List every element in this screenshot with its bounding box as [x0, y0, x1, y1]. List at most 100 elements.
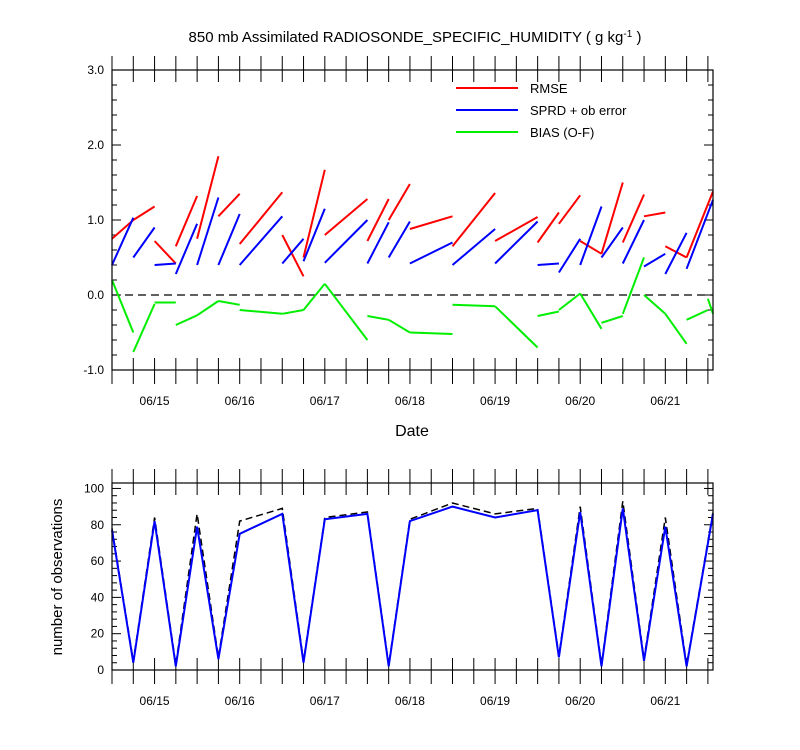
series-sprd-ob-error-segment: [537, 262, 559, 266]
series-bias-o-f-segment: [537, 310, 560, 317]
series-bias-o-f-segment: [664, 313, 688, 345]
series-rmse-segment: [643, 211, 666, 218]
series-rmse-segment: [281, 234, 305, 277]
top-xtick-label: 06/20: [565, 394, 595, 408]
series-sprd-ob-error-segment: [174, 223, 199, 275]
series-sprd-ob-error-segment: [558, 238, 582, 274]
series-rmse-segment: [174, 195, 199, 247]
series-sprd-ob-error-segment: [600, 226, 624, 259]
series-assimilated-line: [111, 505, 714, 667]
bottom-ytick-label: 0: [97, 663, 104, 677]
bottom-ytick-label: 40: [91, 590, 105, 604]
series-sprd-ob-error-segment: [366, 221, 390, 264]
series-rmse-segment: [238, 191, 284, 245]
bottom-ytick-label: 100: [84, 481, 104, 495]
series-rmse-segment: [132, 205, 156, 221]
series-sprd-ob-error-segment: [281, 238, 305, 265]
series-bias-o-f-segment: [367, 315, 389, 321]
series-bias-o-f-segment: [643, 294, 666, 315]
series-rmse-segment: [536, 211, 560, 244]
legend-label-bias-o-f: BIAS (O-F): [530, 125, 594, 140]
series-sprd-ob-error-segment: [685, 199, 714, 270]
legend: RMSE SPRD + ob error BIAS (O-F): [456, 81, 627, 140]
bottom-ytick-label: 60: [91, 554, 105, 568]
series-rmse-segment: [387, 183, 411, 221]
bottom-ytick-label: 80: [91, 518, 105, 532]
series-bias-o-f-segment: [218, 300, 240, 306]
series-bias-o-f: [111, 257, 714, 353]
series-rmse-segment: [600, 182, 624, 255]
series-sprd-ob-error-segment: [302, 208, 326, 262]
series-sprd-ob-error-segment: [196, 197, 220, 266]
top-xtick-label: 06/16: [225, 394, 255, 408]
series-rmse-segment: [451, 192, 496, 247]
series-bias-o-f-segment: [388, 318, 411, 334]
series-sprd-ob-error-segment: [409, 241, 453, 265]
top-ytick-label: 0.0: [87, 288, 104, 302]
series-rmse-segment: [153, 240, 177, 265]
series-sprd-ob-error-segment: [111, 217, 135, 266]
series-rmse-segment: [558, 194, 582, 225]
top-ytick-label: 3.0: [87, 63, 104, 77]
series-bias-o-f-segment: [558, 292, 581, 311]
series-rmse-segment: [494, 216, 539, 242]
series-bias-o-f-segment: [579, 292, 603, 330]
bottom-xtick-label: 06/17: [310, 694, 340, 708]
series-rmse-segment: [196, 156, 220, 240]
x-axis-title: Date: [395, 423, 429, 440]
series-rmse-segment: [366, 198, 390, 242]
top-plot-frame: [111, 69, 714, 371]
top-xtick-label: 06/17: [310, 394, 340, 408]
series-bias-o-f-segment: [409, 331, 453, 335]
series-bias-o-f-segment: [111, 279, 135, 333]
series-bias-o-f-segment: [196, 300, 219, 317]
series-sprd-ob-error-segment: [579, 206, 603, 266]
series-bias-o-f-segment: [601, 315, 624, 324]
series-rmse-segment: [111, 219, 134, 240]
top-ytick-label: -1.0: [83, 363, 104, 377]
series-rmse-segment: [579, 240, 603, 255]
top-xtick-label: 06/15: [140, 394, 170, 408]
series-rmse-segment: [409, 215, 453, 230]
series-rmse-segment: [217, 193, 241, 217]
series-bias-o-f-segment: [621, 257, 645, 315]
top-ytick-label: 2.0: [87, 138, 104, 152]
bottom-xtick-label: 06/21: [650, 694, 680, 708]
series-sprd-ob-error-segment: [324, 219, 369, 264]
y-axis-title-observations: number of observations: [49, 499, 66, 656]
series-bias-o-f-segment: [706, 298, 714, 315]
series-rmse-segment: [302, 169, 326, 258]
series-rmse-segment: [685, 191, 714, 258]
bottom-ytick-label: 20: [91, 627, 105, 641]
series-bias-o-f-segment: [452, 303, 496, 308]
top-xtick-label: 06/19: [480, 394, 510, 408]
bottom-plot-frame: [111, 482, 714, 671]
top-plot-area: -1.0 0.0 1.0 2.0 3.0 06/15 06/16 06/17 06/18 06/1…: [83, 56, 714, 408]
series-bias-o-f-segment: [302, 283, 326, 311]
bottom-xtick-label: 06/16: [225, 694, 255, 708]
series-rmse-segment: [621, 194, 645, 243]
bottom-chart: 0 20 40 60 80 100 06/15 06/16 06/17 06/18 06/19 06/…: [49, 469, 714, 708]
series-sprd-ob-error-segment: [238, 215, 284, 266]
top-xtick-label: 06/21: [650, 394, 680, 408]
legend-label-rmse: RMSE: [530, 81, 568, 96]
legend-label-sprd-ob-error: SPRD + ob error: [530, 103, 627, 118]
bottom-xtick-label: 06/15: [140, 694, 170, 708]
bottom-xtick-label: 06/20: [565, 694, 595, 708]
series-bias-o-f-segment: [686, 309, 709, 321]
series-sprd-ob-error-segment: [621, 219, 645, 264]
series-sprd-ob-error-segment: [154, 262, 176, 266]
series-bias-o-f-segment: [175, 314, 198, 326]
series-rmse: [111, 156, 714, 277]
series-sprd-ob-error-segment: [494, 220, 539, 265]
series-observations-line: [111, 501, 714, 665]
top-ytick-label: 1.0: [87, 213, 104, 227]
chart-title: 850 mb Assimilated RADIOSONDE_SPECIFIC_H…: [189, 29, 642, 47]
series-bias-o-f-segment: [282, 309, 304, 315]
series-bias-o-f-segment: [494, 305, 539, 349]
series-sprd-ob-error-segment: [643, 252, 666, 268]
series-sprd-ob-error-segment: [217, 213, 241, 266]
series-bias-o-f-segment: [239, 309, 283, 315]
series-sprd-ob-error: [111, 197, 714, 275]
